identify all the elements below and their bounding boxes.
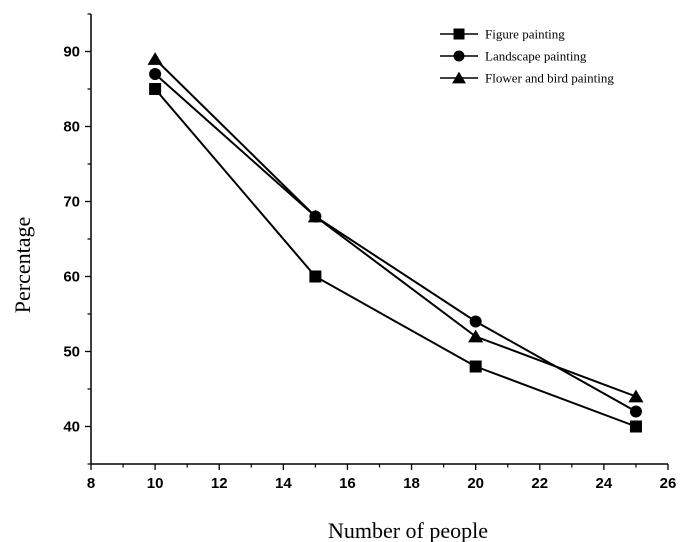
legend-marker-triangle (452, 71, 466, 84)
data-point-square (149, 83, 162, 95)
x-tick-label: 18 (403, 475, 420, 492)
legend-marker-circle (453, 50, 465, 62)
y-tick-label: 90 (63, 44, 80, 61)
legend-item: Figure painting (440, 27, 565, 42)
data-point-triangle (628, 389, 644, 403)
data-point-square (629, 420, 642, 433)
series-layer (147, 52, 644, 433)
y-tick-label: 60 (63, 269, 80, 286)
x-tick-label: 16 (339, 475, 356, 492)
data-point-triangle (307, 209, 323, 223)
x-tick-label: 10 (147, 475, 164, 492)
series-circle (149, 68, 642, 418)
y-axis-title: Percentage (10, 217, 35, 314)
legend-label: Flower and bird painting (485, 71, 614, 86)
legend-item: Flower and bird painting (440, 71, 614, 86)
legend: Figure painting Landscape painting Flower … (440, 27, 614, 86)
series-line (154, 73, 637, 413)
legend-label: Landscape painting (485, 49, 587, 64)
x-tick-label: 22 (531, 475, 548, 492)
x-tick-label: 26 (660, 475, 677, 492)
data-point-circle (149, 68, 162, 80)
data-point-circle (629, 405, 642, 418)
data-point-square (309, 270, 322, 283)
data-point-circle (469, 315, 482, 328)
series-line (154, 88, 637, 428)
legend-marker-square (453, 28, 465, 40)
x-tick-label: 14 (275, 475, 292, 492)
data-point-triangle (147, 52, 163, 65)
y-tick-label: 70 (63, 194, 80, 211)
x-tick-label: 12 (211, 475, 228, 492)
legend-item: Landscape painting (440, 49, 587, 64)
data-point-triangle (468, 329, 484, 343)
x-axis-title: Number of people (328, 518, 488, 542)
x-tick-label: 24 (596, 475, 613, 492)
legend-label: Figure painting (485, 27, 565, 42)
x-tick-label: 8 (87, 475, 95, 492)
data-point-square (469, 360, 482, 373)
y-tick-label: 50 (63, 344, 80, 361)
y-tick-label: 80 (63, 119, 80, 136)
axes: 8 10 12 14 16 18 20 22 24 26 40 50 60 70 80 90 (63, 13, 677, 492)
series-triangle (147, 52, 644, 403)
x-tick-label: 20 (467, 475, 484, 492)
y-tick-label: 40 (63, 419, 80, 436)
series-line (154, 58, 637, 398)
series-square (149, 83, 642, 433)
